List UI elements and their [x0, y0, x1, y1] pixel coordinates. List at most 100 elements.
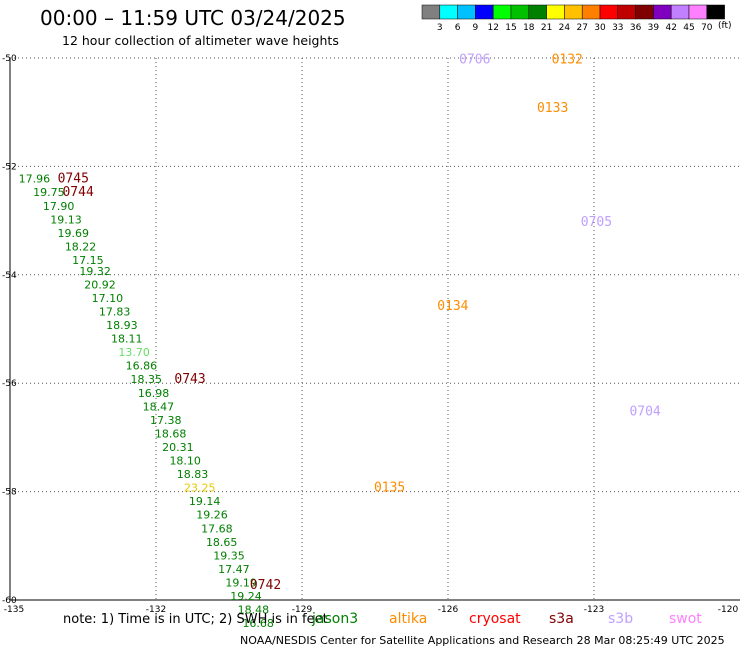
swh-point: 13.70 [118, 346, 150, 359]
colorbar-swatch [670, 4, 690, 20]
colorbar-label: 15 [505, 23, 516, 33]
mission-s3a: s3a [549, 611, 574, 627]
colorbar-label: 36 [630, 23, 642, 33]
x-tick-label: -132 [146, 605, 166, 615]
swh-point: 23.25 [184, 482, 216, 495]
swh-point: 18.47 [143, 400, 175, 413]
swh-point: 18.65 [206, 536, 238, 549]
colorbar-swatch [475, 4, 494, 20]
swh-point: 19.69 [58, 227, 90, 240]
colorbar: 3 6 9 12 15 18 21 24 27 30 33 36 39 42 45 70 [421, 4, 725, 33]
mission-swot: swot [669, 611, 702, 627]
pass-label: 0134 [437, 299, 468, 314]
y-tick-labels: -50 -52 -54 -56 -58 -60 [2, 54, 17, 606]
colorbar-label: 21 [541, 23, 552, 33]
page-title: 00:00 – 11:59 UTC 03/24/2025 [40, 6, 346, 30]
colorbar-swatch [635, 4, 654, 20]
colorbar-swatch [617, 4, 636, 20]
swh-point: 17.90 [43, 200, 75, 213]
swh-point: 19.24 [230, 590, 262, 603]
pass-label: 0743 [174, 372, 205, 387]
pass-label: 0706 [459, 52, 490, 67]
y-tick-label: -54 [2, 271, 17, 281]
colorbar-swatch [421, 4, 441, 20]
colorbar-label: 27 [576, 23, 587, 33]
pass-label: 0745 [58, 172, 89, 187]
swh-point: 19.19 [225, 576, 257, 589]
swh-point: 16.86 [126, 360, 158, 373]
colorbar-swatch [688, 4, 708, 20]
swh-point: 20.92 [84, 278, 116, 291]
colorbar-swatch [599, 4, 619, 20]
swh-point: 20.31 [162, 441, 194, 454]
colorbar-label: 18 [523, 23, 535, 33]
colorbar-swatch [653, 4, 672, 20]
colorbar-swatch [510, 4, 530, 20]
colorbar-label: 24 [559, 23, 571, 33]
colorbar-unit: (ft) [718, 21, 732, 31]
swh-point: 18.10 [169, 455, 201, 468]
x-tick-label: -126 [438, 605, 459, 615]
swh-point: 18.35 [131, 373, 163, 386]
colorbar-label: 33 [612, 23, 623, 33]
swh-point: 18.93 [106, 319, 138, 332]
colorbar-swatch [528, 4, 547, 20]
y-tick-label: -58 [2, 488, 17, 498]
colorbar-label: 9 [473, 23, 479, 33]
grid [10, 57, 740, 600]
x-tick-label: -123 [584, 605, 604, 615]
y-tick-label: -56 [2, 379, 17, 389]
swh-point: 17.47 [218, 563, 250, 576]
swh-point: 19.14 [189, 495, 221, 508]
y-tick-label: -60 [2, 596, 17, 606]
x-tick-labels: -135 -132 -129 -126 -123 -120 [4, 605, 739, 615]
swh-point: 18.22 [65, 240, 97, 253]
swh-point: 19.32 [79, 265, 111, 278]
x-tick-label: -129 [292, 605, 313, 615]
colorbar-label: 39 [648, 23, 660, 33]
colorbar-label: 30 [594, 23, 606, 33]
swh-point: 19.35 [213, 549, 245, 562]
swh-point: 19.13 [50, 213, 82, 226]
colorbar-swatch [457, 4, 476, 20]
x-tick-label: -120 [718, 605, 739, 615]
swh-point: 18.83 [177, 468, 209, 481]
swh-point: 17.10 [92, 292, 124, 305]
colorbar-label: 45 [683, 23, 694, 33]
x-tick-label: -135 [4, 605, 24, 615]
colorbar-swatch [439, 4, 458, 20]
colorbar-swatch [564, 4, 583, 20]
colorbar-swatch [706, 4, 725, 20]
colorbar-label: 3 [437, 23, 443, 33]
colorbar-swatch [492, 4, 512, 20]
y-tick-label: -50 [2, 54, 17, 64]
swh-point: 19.75 [33, 186, 65, 199]
colorbar-label: 12 [487, 23, 498, 33]
pass-label: 0133 [537, 101, 568, 116]
swh-point: 17.96 [19, 173, 51, 186]
swh-point: 17.15 [72, 254, 104, 267]
colorbar-swatch [581, 4, 601, 20]
footer-note: note: 1) Time is in UTC; 2) SWH is in fe… [63, 612, 328, 627]
swh-point: 17.68 [201, 522, 233, 535]
swh-point: 18.11 [111, 333, 143, 346]
page-subtitle: 12 hour collection of altimeter wave hei… [62, 33, 339, 48]
data-points: 17.9619.7517.9019.1319.6918.2217.1519.32… [19, 173, 274, 630]
pass-label: 0135 [374, 481, 405, 496]
swh-point: 18.68 [155, 427, 187, 440]
swh-point: 19.26 [196, 509, 228, 522]
swh-point: 17.83 [99, 305, 131, 318]
swh-point: 18.48 [238, 604, 270, 617]
pass-label: 0742 [250, 578, 281, 593]
colorbar-label: 42 [665, 23, 676, 33]
pass-label: 0132 [552, 52, 583, 67]
mission-altika: altika [389, 611, 428, 627]
pass-label: 0705 [581, 215, 612, 230]
pass-label: 0704 [629, 405, 660, 420]
y-tick-label: -52 [2, 162, 17, 172]
swh-point: 16.98 [138, 387, 170, 400]
footer-credit: NOAA/NESDIS Center for Satellite Applica… [240, 634, 725, 647]
swh-point: 16.68 [242, 617, 274, 630]
